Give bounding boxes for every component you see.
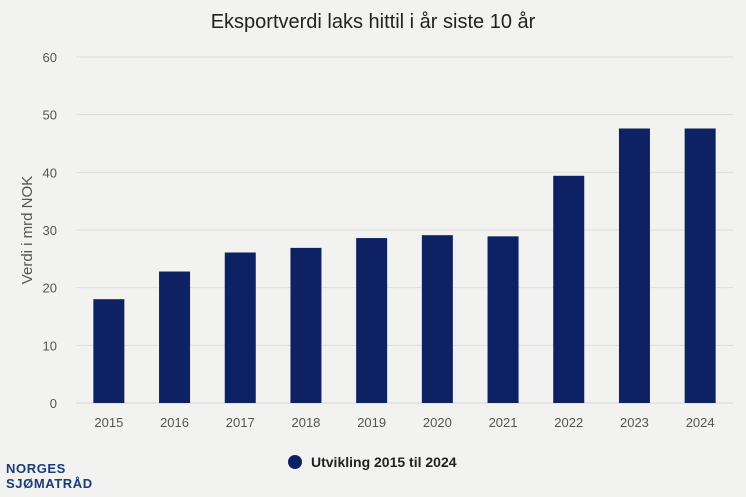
bar-2020[interactable] [421, 235, 453, 403]
bar-2021[interactable] [487, 236, 519, 403]
y-axis-label: Verdi i mrd NOK [19, 176, 36, 284]
x-axis-ticks: 2015 2016 2017 2018 2019 2020 2021 2022 2023 2024 [94, 415, 714, 430]
bar-2023[interactable] [618, 128, 650, 404]
x-tick-label: 2023 [620, 415, 649, 430]
logo-line-1: NORGES [6, 461, 66, 476]
x-tick-label: 2018 [291, 415, 320, 430]
chart-title: Eksportverdi laks hittil i år siste 10 å… [211, 11, 536, 33]
legend-label: Utvikling 2015 til 2024 [311, 454, 457, 470]
x-tick-label: 2019 [357, 415, 386, 430]
bar-2024[interactable] [684, 128, 716, 404]
y-tick-label: 30 [43, 223, 57, 238]
y-tick-label: 10 [43, 338, 57, 353]
bar-2015[interactable] [93, 299, 125, 403]
bar-2017[interactable] [224, 252, 256, 403]
x-tick-label: 2024 [686, 415, 715, 430]
x-tick-label: 2015 [94, 415, 123, 430]
bar-2018[interactable] [290, 247, 322, 403]
legend[interactable]: Utvikling 2015 til 2024 [288, 454, 457, 470]
bar-2016[interactable] [159, 271, 191, 403]
x-tick-label: 2022 [554, 415, 583, 430]
x-tick-label: 2016 [160, 415, 189, 430]
y-tick-label: 0 [50, 396, 57, 411]
y-tick-label: 20 [43, 281, 57, 296]
x-tick-label: 2021 [489, 415, 518, 430]
bar-2022[interactable] [553, 175, 585, 403]
x-tick-label: 2017 [226, 415, 255, 430]
legend-marker [288, 455, 302, 469]
y-tick-label: 40 [43, 165, 57, 180]
y-axis-ticks: 0 10 20 30 40 50 60 [43, 50, 57, 411]
norges-sjomatrad-logo: NORGES SJØMATRÅD [6, 461, 93, 491]
bars [93, 128, 716, 404]
x-tick-label: 2020 [423, 415, 452, 430]
logo-line-2: SJØMATRÅD [6, 476, 93, 491]
y-tick-label: 50 [43, 108, 57, 123]
bar-2019[interactable] [356, 238, 388, 403]
y-tick-label: 60 [43, 50, 57, 65]
